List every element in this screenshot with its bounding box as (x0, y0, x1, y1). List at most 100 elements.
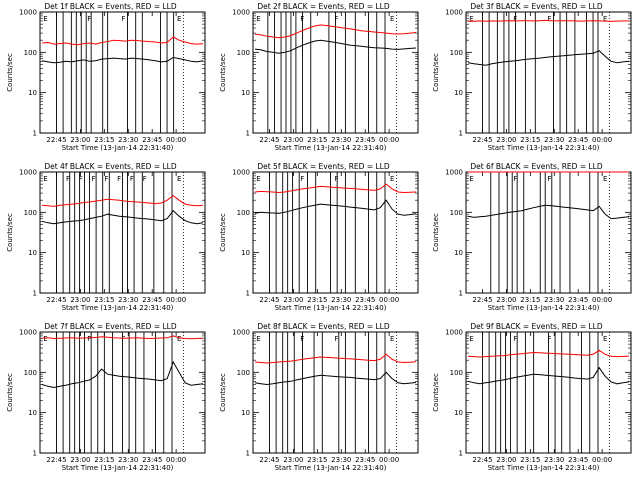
x-tick-label: 00:00 (166, 136, 186, 144)
interval-annotation: F (547, 175, 551, 183)
lld-series-line (41, 335, 204, 340)
x-tick-label: 22:45 (472, 136, 492, 144)
y-tick-label: 1000 (19, 9, 37, 17)
x-tick-label: 00:00 (166, 296, 186, 304)
x-axis-label: Start Time (13-Jan-14 22:31:40) (275, 304, 387, 312)
interval-annotation: F (87, 15, 91, 23)
interval-annotation: E (256, 175, 260, 183)
x-tick-label: 23:45 (355, 456, 375, 464)
y-tick-label: 100 (237, 49, 250, 57)
interval-annotation: F (547, 15, 551, 23)
x-tick-label: 23:45 (355, 296, 375, 304)
interval-annotation: F (513, 175, 517, 183)
x-axis-label: Start Time (13-Jan-14 22:31:40) (488, 144, 600, 152)
x-tick-label: 22:45 (259, 296, 279, 304)
panel-title: Det 5f BLACK = Events, RED = LLD (257, 162, 390, 171)
interval-annotation: F (130, 175, 134, 183)
interval-annotation: F (66, 175, 70, 183)
interval-annotation: E (469, 175, 473, 183)
detector-panel-5: Det 5f BLACK = Events, RED = LLD 1 10 100 10… (219, 162, 419, 312)
x-tick-label: 23:15 (94, 456, 114, 464)
detector-panel-7: Det 7f BLACK = Events, RED = LLD 1 10 100 10… (6, 322, 206, 472)
lld-series-line (468, 19, 629, 22)
y-tick-label: 10 (454, 409, 463, 417)
x-tick-label: 22:45 (472, 456, 492, 464)
x-tick-label: 23:45 (142, 456, 162, 464)
x-tick-label: 23:15 (520, 296, 540, 304)
detector-panel-4: Det 4f BLACK = Events, RED = LLD 1 10 100 10… (6, 162, 206, 312)
x-tick-label: 23:45 (142, 296, 162, 304)
y-axis-label: Counts/sec (432, 213, 440, 252)
y-tick-label: 1000 (232, 169, 250, 177)
detector-panel-8: Det 8f BLACK = Events, RED = LLD 1 10 100 10… (219, 322, 419, 472)
panel-title: Det 2f BLACK = Events, RED = LLD (257, 2, 390, 11)
lld-series-line (254, 24, 417, 39)
interval-annotation: E (177, 15, 181, 23)
y-tick-label: 1000 (232, 329, 250, 337)
x-tick-label: 23:15 (307, 296, 327, 304)
x-tick-label: 00:00 (166, 456, 186, 464)
y-tick-label: 1 (33, 450, 37, 458)
x-axis-label: Start Time (13-Jan-14 22:31:40) (62, 464, 174, 472)
x-tick-label: 23:00 (283, 456, 303, 464)
detector-panel-6: Det 6f BLACK = Events, RED = LLD 1 10 100 10… (432, 162, 632, 312)
x-tick-label: 23:30 (544, 136, 564, 144)
x-tick-label: 22:45 (259, 456, 279, 464)
events-series-line (41, 209, 204, 225)
x-tick-label: 23:00 (70, 456, 90, 464)
interval-annotation: E (177, 175, 181, 183)
y-axis-label: Counts/sec (219, 213, 227, 252)
interval-annotation: F (143, 175, 147, 183)
x-tick-label: 23:45 (142, 136, 162, 144)
interval-annotation: F (334, 175, 338, 183)
y-tick-label: 10 (454, 89, 463, 97)
x-tick-label: 22:45 (472, 296, 492, 304)
panel-title: Det 6f BLACK = Events, RED = LLD (470, 162, 603, 171)
x-tick-label: 23:30 (118, 456, 138, 464)
x-tick-label: 23:30 (118, 296, 138, 304)
y-tick-label: 10 (28, 249, 37, 257)
y-tick-label: 100 (24, 49, 37, 57)
interval-annotation: E (469, 335, 473, 343)
events-series-line (254, 371, 417, 386)
x-tick-label: 00:00 (592, 456, 612, 464)
lld-series-line (41, 194, 204, 207)
x-tick-label: 23:00 (496, 456, 516, 464)
detector-panel-9: Det 9f BLACK = Events, RED = LLD 1 10 100 10… (432, 322, 632, 472)
x-tick-label: 23:15 (520, 456, 540, 464)
y-axis-label: Counts/sec (219, 373, 227, 412)
y-tick-label: 1 (459, 130, 463, 138)
interval-annotation: F (92, 175, 96, 183)
y-tick-label: 1 (459, 290, 463, 298)
interval-annotation: E (603, 175, 607, 183)
x-tick-label: 00:00 (379, 136, 399, 144)
interval-annotation: E (390, 15, 394, 23)
panel-title: Det 3f BLACK = Events, RED = LLD (470, 2, 603, 11)
events-series-line (467, 366, 630, 385)
y-axis-label: Counts/sec (6, 213, 14, 252)
y-tick-label: 1 (246, 130, 250, 138)
x-tick-label: 00:00 (379, 296, 399, 304)
plot-frame (39, 11, 206, 134)
interval-annotation: F (300, 175, 304, 183)
interval-annotation: E (43, 335, 47, 343)
y-tick-label: 1000 (232, 9, 250, 17)
x-tick-label: 23:30 (544, 456, 564, 464)
x-axis-label: Start Time (13-Jan-14 22:31:40) (488, 304, 600, 312)
y-tick-label: 100 (450, 49, 463, 57)
interval-annotation: F (104, 175, 108, 183)
panel-title: Det 8f BLACK = Events, RED = LLD (257, 322, 390, 331)
interval-annotation: F (334, 335, 338, 343)
interval-annotation: E (390, 175, 394, 183)
x-tick-label: 23:30 (331, 296, 351, 304)
y-tick-label: 1000 (445, 169, 463, 177)
lld-series-line (254, 353, 417, 364)
y-tick-label: 1000 (445, 329, 463, 337)
y-tick-label: 1 (246, 450, 250, 458)
x-tick-label: 23:30 (331, 136, 351, 144)
y-axis-label: Counts/sec (219, 53, 227, 92)
y-tick-label: 100 (24, 209, 37, 217)
interval-annotation: F (513, 15, 517, 23)
x-axis-label: Start Time (13-Jan-14 22:31:40) (488, 464, 600, 472)
